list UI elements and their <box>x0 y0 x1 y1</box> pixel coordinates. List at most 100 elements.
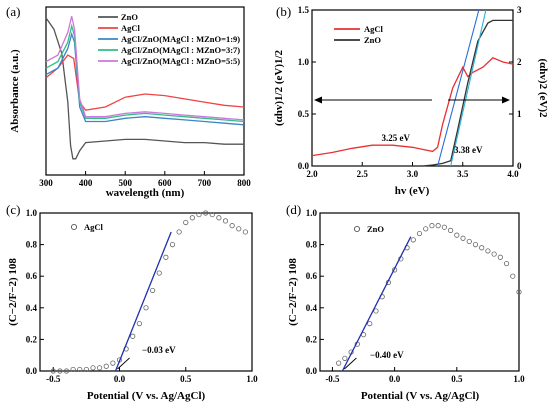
y-tick-label-0.2: 0.2 <box>26 334 38 344</box>
series-line-0 <box>45 17 244 160</box>
data-point-4 <box>77 366 83 373</box>
panel-a-label: (a) <box>6 4 20 19</box>
panel-b: (b) hv (eV) (αhv)1/2 (eV)1/2 (αhv)2 (eV)… <box>273 4 549 197</box>
x-tick-label--0.5: -0.5 <box>325 374 340 384</box>
y-right-tick-label-1: 1 <box>517 109 522 119</box>
panel-c-plot-frame <box>39 212 253 372</box>
x-tick-label-400: 400 <box>79 178 93 188</box>
series-line-1 <box>312 19 513 167</box>
x-tick-label-700: 700 <box>198 178 212 188</box>
left-arrow-head <box>314 96 322 104</box>
x-tick-label--0.5: -0.5 <box>46 374 61 384</box>
data-point-28 <box>236 226 242 232</box>
panel-a: (a) wavelength (nm) Absorbance (a.u.) 30… <box>6 4 251 199</box>
x-tick-label-2.5: 2.5 <box>357 169 369 179</box>
data-point-6 <box>90 365 96 371</box>
panel-d-data-points <box>336 223 522 372</box>
legend-label-1: AgCl <box>121 23 141 33</box>
data-point-15 <box>150 287 156 294</box>
panel-b-right-y-axis-label: (αhv)2 (eV)2 <box>537 59 549 118</box>
x-tick-label-1.0: 1.0 <box>246 374 258 384</box>
y-tick-label-0.0: 0.0 <box>306 366 318 376</box>
y-tick-label-1.0: 1.0 <box>306 208 318 218</box>
data-point-21 <box>466 238 472 245</box>
y-tick-label-0.6: 0.6 <box>306 271 318 281</box>
data-point-1 <box>342 355 348 361</box>
y-tick-label-0.2: 0.2 <box>306 334 318 344</box>
panel-d-plot-frame <box>319 212 520 372</box>
panel-b-series-lines <box>311 9 514 167</box>
zno-tangent-line <box>450 9 487 167</box>
data-point-2 <box>63 368 70 374</box>
data-point-13 <box>136 320 142 327</box>
panel-d-annotation: −0.40 eV <box>370 350 404 360</box>
panel-c: (c) Potential (V vs. Ag/AgCl) (C−2/F−2) … <box>6 202 258 402</box>
data-point-8 <box>103 363 109 369</box>
data-point-12 <box>410 237 416 243</box>
panel-d: (d) Potential (V vs. Ag/AgCl) (C−2/F−2) … <box>286 202 525 402</box>
legend-label-3: AgCl/ZnO(MAgCl : MZnO=3:7) <box>121 45 240 55</box>
panel-d-y-axis-label: (C−2/F−2) 108 <box>287 258 299 326</box>
x-tick-label-0.5: 0.5 <box>180 374 192 384</box>
data-point-23 <box>479 245 485 251</box>
x-tick-label-600: 600 <box>158 178 172 188</box>
x-tick-label-2.0: 2.0 <box>306 169 318 179</box>
data-point-0 <box>336 360 342 366</box>
y-tick-label-0.4: 0.4 <box>306 303 318 313</box>
x-tick-label-800: 800 <box>237 178 251 188</box>
panel-a-x-axis-label: wavelength (nm) <box>106 187 185 199</box>
panel-c-annotation: −0.03 eV <box>142 345 176 355</box>
panel-a-series-lines <box>45 16 245 160</box>
legend-label-2: AgCl/ZnO(MAgCl : MZnO=1:9) <box>121 34 240 44</box>
data-point-27 <box>229 223 235 229</box>
panel-d-ticks: -0.5 0.0 0.5 1.0 0.0 0.2 0.4 0.6 0.8 1.0 <box>306 208 525 384</box>
data-point-16 <box>435 223 441 229</box>
data-point-24 <box>209 211 215 218</box>
y-left-tick-label-1.0: 1.0 <box>298 57 310 67</box>
data-point-14 <box>143 305 149 311</box>
y-left-tick-label-0.0: 0.0 <box>298 161 310 171</box>
data-point-19 <box>454 232 460 238</box>
data-point-24 <box>485 248 491 254</box>
panel-c-x-axis-label: Potential (V vs. Ag/AgCl) <box>87 390 206 402</box>
panel-a-y-axis-label: Absorbance (a.u.) <box>9 49 21 133</box>
linear-fit-line <box>341 236 412 372</box>
x-tick-label-0.0: 0.0 <box>114 374 126 384</box>
data-point-20 <box>460 235 466 241</box>
y-tick-label-0.4: 0.4 <box>26 303 38 313</box>
series-line-3 <box>45 23 245 123</box>
data-point-0 <box>50 368 56 374</box>
panel-c-legend: AgCl <box>70 222 104 232</box>
data-point-1 <box>57 368 63 374</box>
data-point-25 <box>491 251 497 257</box>
series-line-0 <box>311 57 514 157</box>
data-point-14 <box>423 226 429 232</box>
agcl-tangent-line <box>437 9 480 167</box>
panel-d-label: (d) <box>286 202 301 217</box>
legend-label-0: ZnO <box>121 12 138 22</box>
panel-a-plot-frame <box>45 6 245 176</box>
data-point-9 <box>110 360 116 366</box>
panel-b-x-axis-label: hv (eV) <box>395 185 430 197</box>
series-line-4 <box>45 16 245 121</box>
data-point-17 <box>163 254 169 260</box>
data-point-23 <box>203 210 209 216</box>
y-right-tick-label-0: 0 <box>517 161 522 171</box>
y-left-tick-label-1.5: 1.5 <box>298 5 310 15</box>
x-tick-label-500: 500 <box>118 178 132 188</box>
x-tick-label-1.0: 1.0 <box>513 374 525 384</box>
data-point-20 <box>183 219 189 226</box>
panel-b-label: (b) <box>276 4 291 19</box>
data-point-6 <box>373 308 379 314</box>
data-point-26 <box>222 218 229 224</box>
panel-b-annotation-agcl-gap: 3.25 eV <box>382 133 411 143</box>
panel-c-data-points <box>50 210 248 374</box>
y-right-tick-label-3: 3 <box>517 5 522 15</box>
panel-c-ticks: -0.5 0.0 0.5 1.0 0.0 0.2 0.4 0.6 0.8 1.0 <box>26 208 258 384</box>
legend-label: ZnO <box>367 224 384 234</box>
data-point-17 <box>441 224 447 230</box>
data-point-21 <box>189 215 195 221</box>
x-tick-label-0.0: 0.0 <box>389 374 401 384</box>
